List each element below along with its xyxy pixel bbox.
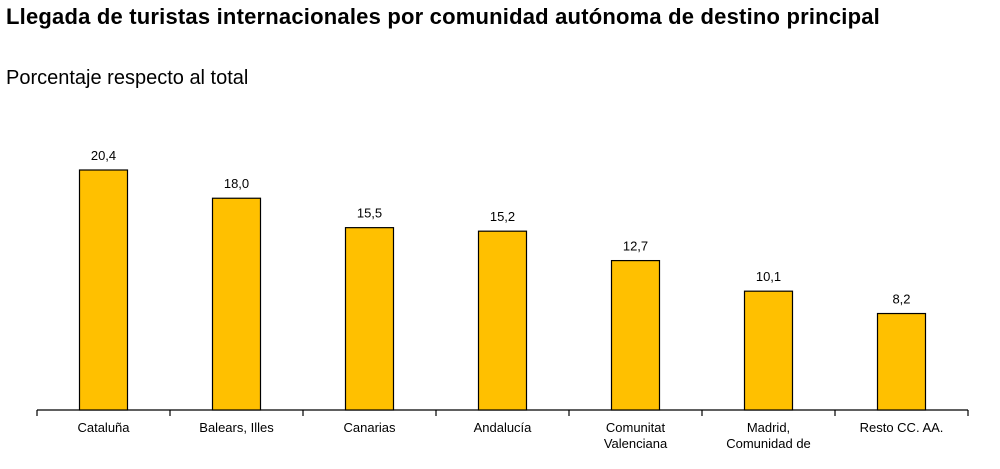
category-label-line: Canarias (343, 420, 396, 435)
category-label-6: Madrid, Comunidad de (726, 420, 811, 451)
data-label-7: 8,2 (892, 292, 910, 307)
category-label-line: Balears, Illes (199, 420, 274, 435)
category-label-5: Comunitat Valenciana (604, 420, 668, 451)
category-label-line: Cataluña (77, 420, 130, 435)
chart-title: Llegada de turistas internacionales por … (6, 4, 880, 29)
bar-3 (344, 227, 395, 411)
data-label-6: 10,1 (756, 269, 781, 284)
category-label-line: Comunitat (606, 420, 666, 435)
bar-2 (211, 197, 262, 411)
bar-6 (743, 290, 794, 411)
category-label-line: Madrid, (747, 420, 790, 435)
data-label-1: 20,4 (91, 148, 116, 163)
category-label-line: Comunidad de (726, 436, 811, 451)
category-label-2: Balears, Illes (199, 420, 274, 435)
category-label-7: Resto CC. AA. (860, 420, 944, 435)
data-label-4: 15,2 (490, 209, 515, 224)
data-label-3: 15,5 (357, 206, 382, 221)
bar-4 (477, 230, 528, 411)
bar-7 (876, 312, 927, 411)
category-label-3: Canarias (343, 420, 396, 435)
chart-subtitle: Porcentaje respecto al total (6, 67, 249, 89)
category-label-4: Andalucía (474, 420, 533, 435)
bar-5 (610, 259, 661, 411)
category-label-line: Andalucía (474, 420, 533, 435)
category-label-line: Valenciana (604, 436, 668, 451)
category-label-line: Resto CC. AA. (860, 420, 944, 435)
bar-1 (78, 169, 129, 411)
data-label-5: 12,7 (623, 239, 648, 254)
data-label-2: 18,0 (224, 176, 249, 191)
category-label-1: Cataluña (77, 420, 130, 435)
